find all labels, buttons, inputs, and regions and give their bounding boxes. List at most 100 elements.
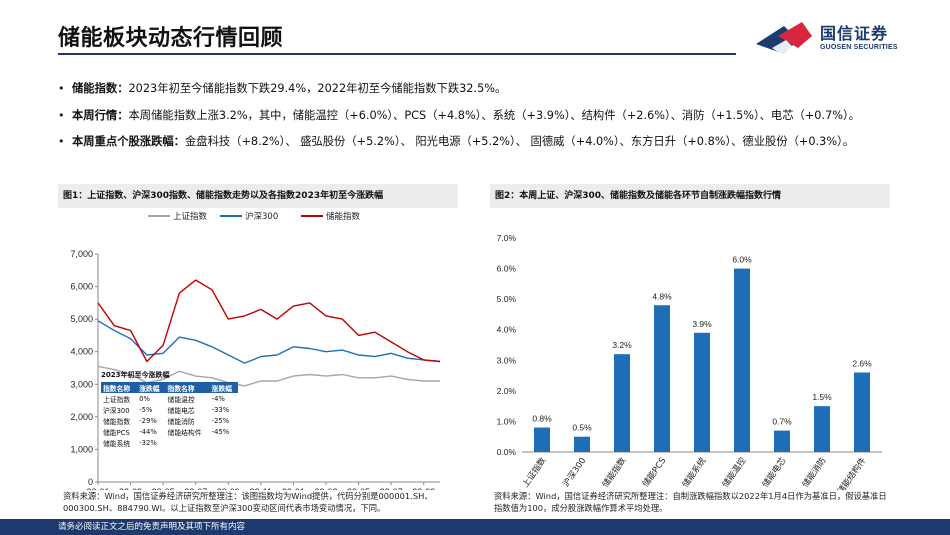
bullet-text: 金盘科技（+8.2%）、 盛弘股份（+5.2%）、 阳光电源（+5.2%）、 固…: [184, 135, 855, 148]
table-cell: -5%: [139, 405, 153, 414]
table-cell: 上证指数: [103, 395, 131, 404]
inset-title: 2023年初至今涨跌幅: [101, 371, 170, 379]
x-tick-label: 23-01: [282, 487, 305, 490]
data-label: 1.5%: [812, 392, 832, 402]
bullet-key: 本周重点个股涨跌幅：: [72, 135, 185, 148]
table-cell: 储能指数: [103, 417, 131, 426]
y-tick-label: 2,000: [70, 412, 93, 422]
legend-label: 沪深300: [245, 211, 278, 222]
table-row: 沪深300 -5% 储能电芯 -33%: [101, 404, 238, 415]
table-cell: -32%: [139, 438, 157, 447]
bullet-item: • 本周行情：本周储能指数上涨3.2%，其中，储能温控（+6.0%）、PCS（+4…: [58, 103, 918, 130]
y-tick-label: 0: [88, 477, 93, 487]
table-row: 上证指数 0% 储能温控 -4%: [101, 393, 238, 404]
category-label: 储能PCS: [640, 455, 668, 489]
table-row: 储能PCS -44% 储能结构件 -45%: [101, 426, 238, 437]
logo-name: 国信证券: [820, 24, 889, 43]
bullet-key: 储能指数：: [72, 82, 129, 95]
y-tick-label: 4,000: [70, 347, 93, 357]
bar: [854, 372, 870, 452]
summary-bullets: • 储能指数：2023年初至今储能指数下跌29.4%，2022年初至今储能指数下跌…: [58, 76, 918, 156]
category-label: 储能温控: [720, 455, 749, 490]
y-tick-label: 5.0%: [497, 294, 517, 304]
bar: [694, 332, 710, 452]
data-label: 0.7%: [772, 417, 792, 427]
y-tick-label: 6,000: [70, 282, 93, 292]
y-tick-label: 5,000: [70, 314, 93, 324]
x-tick-label: 22-05: [152, 487, 175, 490]
table-header: 涨跌幅: [137, 382, 166, 393]
y-tick-label: 7,000: [70, 249, 93, 259]
table-cell: -4%: [211, 394, 225, 403]
bar: [574, 436, 590, 452]
source-note: 资料来源：Wind，国信证券经济研究所整理注：该图指数均为Wind提供，代码分别…: [63, 491, 433, 513]
table-cell: -29%: [139, 416, 157, 425]
table-cell: [210, 437, 238, 448]
x-tick-label: 22-09: [217, 487, 240, 490]
legend-label: 上证指数: [173, 211, 208, 222]
series-line: [97, 365, 440, 387]
chart-title: 图2：本周上证、沪深300、储能指数及储能各环节自制涨跌幅指数行情: [490, 184, 890, 208]
table-cell: 储能温控: [167, 395, 195, 404]
ytd-return-table: 2023年初至今涨跌幅 指数名称 涨跌幅 指数名称 涨跌幅 上证指数 0% 储能…: [101, 368, 238, 448]
source-note: 资料来源：Wind，国信证券经济研究所整理注：自制涨跌幅指数以2022年1月4日…: [494, 491, 887, 513]
chart-title: 图1：上证指数、沪深300指数、储能指数走势以及各指数2023年初至今涨跌幅: [58, 184, 458, 208]
category-label: 沪深300: [560, 455, 588, 489]
data-label: 0.8%: [532, 414, 552, 424]
bar: [774, 430, 790, 452]
x-tick-label: 23-05: [347, 487, 370, 490]
category-label: 储能指数: [600, 455, 629, 490]
y-tick-label: 2.0%: [497, 386, 517, 396]
table-cell: 储能结构件: [167, 428, 202, 437]
category-label: 储能结构件: [835, 455, 869, 490]
table-cell: 储能电芯: [167, 406, 195, 415]
table-cell: -44%: [139, 427, 157, 436]
data-label: 2.6%: [852, 359, 872, 369]
table-row: 储能系统 -32%: [101, 437, 238, 448]
table-header-row: 指数名称 涨跌幅 指数名称 涨跌幅: [101, 382, 238, 393]
table-cell: [166, 437, 210, 448]
y-tick-label: 7.0%: [497, 233, 517, 243]
table-cell: -33%: [211, 405, 230, 414]
bar: [654, 305, 670, 452]
x-tick-label: 22-01: [86, 487, 109, 490]
bar-chart: 0.0% 1.0% 2.0% 3.0% 4.0% 5.0% 6.0% 7.0% 0.8% 上证指数…: [497, 233, 882, 490]
bullet-key: 本周行情：: [72, 108, 129, 122]
footer-bar: 请务必阅读正文之后的免责声明及其项下所有内容: [0, 519, 950, 535]
bullet-dot-icon: •: [58, 108, 65, 122]
category-label: 储能消防: [800, 455, 829, 490]
bar: [614, 354, 630, 452]
line-chart: 0 1,000 2,000 3,000 4,000 5,000 6,000 7,000 22-0…: [70, 211, 441, 490]
bullet-item: • 本周重点个股涨跌幅：金盘科技（+8.2%）、 盛弘股份（+5.2%）、 阳光电…: [58, 129, 918, 156]
data-label: 3.9%: [692, 319, 712, 329]
category-label: 上证指数: [520, 455, 549, 490]
y-tick-label: 4.0%: [497, 325, 517, 335]
table-row: 储能指数 -29% 储能消防 -25%: [101, 415, 238, 426]
table-header: 指数名称: [101, 382, 138, 393]
bullet-text: 2023年初至今储能指数下跌29.4%，2022年初至今储能指数下跌32.5%。: [128, 82, 507, 95]
table-cell: 0%: [139, 394, 151, 403]
bar: [814, 406, 830, 452]
disclaimer-text: 请务必阅读正文之后的免责声明及其项下所有内容: [58, 522, 246, 532]
y-tick-label: 1.0%: [497, 416, 517, 426]
data-label: 3.2%: [612, 340, 632, 350]
table-header: 涨跌幅: [209, 382, 238, 393]
data-label: 0.5%: [572, 423, 592, 433]
table-cell: -25%: [211, 416, 230, 425]
guosen-logo-icon: [756, 22, 812, 56]
bullet-text: 本周储能指数上涨3.2%，其中，储能温控（+6.0%）、PCS（+4.8%）、系…: [128, 108, 860, 122]
table-header: 指数名称: [165, 382, 210, 393]
x-tick-label: 23-07: [380, 487, 403, 490]
x-tick-label: 22-07: [184, 487, 207, 490]
table-cell: -45%: [211, 427, 230, 436]
page-title: 储能板块动态行情回顾: [58, 26, 284, 51]
bullet-dot-icon: •: [58, 135, 65, 148]
bullet-item: • 储能指数：2023年初至今储能指数下跌29.4%，2022年初至今储能指数下跌…: [58, 76, 918, 103]
category-label: 储能电芯: [760, 455, 789, 490]
data-label: 6.0%: [732, 255, 752, 265]
series-line: [97, 320, 441, 364]
series-line: [97, 279, 441, 363]
bullet-dot-icon: •: [58, 82, 65, 95]
y-tick-label: 3,000: [70, 379, 93, 389]
table-cell: 沪深300: [103, 406, 130, 415]
